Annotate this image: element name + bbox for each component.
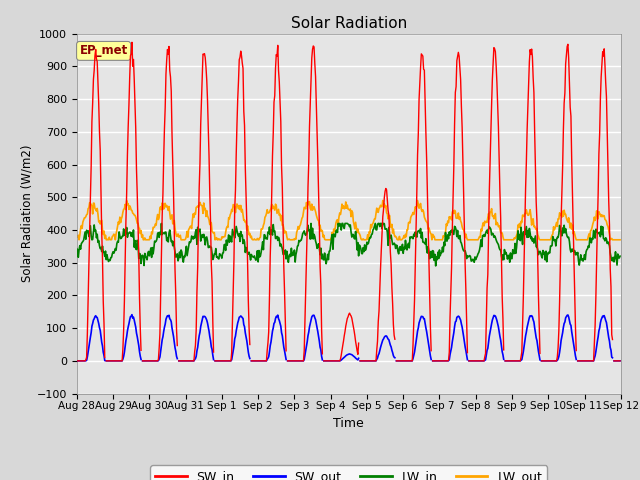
LW_in <box>157 220 165 226</box>
Line: LW_in: LW_in <box>77 223 620 266</box>
X-axis label: Time: Time <box>333 417 364 430</box>
LW_out <box>76 237 83 243</box>
Text: EP_met: EP_met <box>79 44 128 58</box>
LW_out <box>379 198 387 204</box>
LW_out <box>73 234 81 240</box>
Line: LW_out: LW_out <box>77 201 620 240</box>
SW_out <box>415 320 423 326</box>
LW_in <box>139 252 147 258</box>
LW_out <box>140 237 147 243</box>
Y-axis label: Solar Radiation (W/m2): Solar Radiation (W/m2) <box>21 145 34 282</box>
Legend: SW_in, SW_out, LW_in, LW_out: SW_in, SW_out, LW_in, LW_out <box>150 465 547 480</box>
Line: SW_out: SW_out <box>77 315 620 361</box>
SW_out <box>140 358 147 364</box>
LW_in <box>432 263 440 269</box>
SW_in <box>73 358 81 364</box>
LW_in <box>415 228 423 233</box>
SW_in <box>83 354 90 360</box>
LW_in <box>223 242 231 248</box>
LW_out <box>432 237 440 243</box>
SW_out <box>83 358 90 363</box>
LW_in <box>616 253 624 259</box>
LW_out <box>223 224 231 229</box>
LW_out <box>195 204 202 210</box>
SW_in <box>140 358 147 364</box>
Line: SW_in: SW_in <box>77 42 620 361</box>
LW_in <box>195 229 202 235</box>
LW_in <box>73 246 81 252</box>
SW_in <box>223 358 231 364</box>
SW_out <box>223 358 231 364</box>
LW_out <box>416 203 424 208</box>
SW_out <box>431 358 439 364</box>
LW_out <box>616 237 624 243</box>
SW_in <box>195 221 202 227</box>
SW_out <box>616 358 624 364</box>
Title: Solar Radiation: Solar Radiation <box>291 16 407 31</box>
SW_out <box>195 338 202 344</box>
LW_in <box>431 252 439 257</box>
SW_out <box>73 358 81 364</box>
LW_in <box>83 228 90 233</box>
LW_out <box>84 211 92 217</box>
SW_in <box>415 96 423 102</box>
SW_in <box>431 358 439 364</box>
SW_in <box>616 358 624 364</box>
